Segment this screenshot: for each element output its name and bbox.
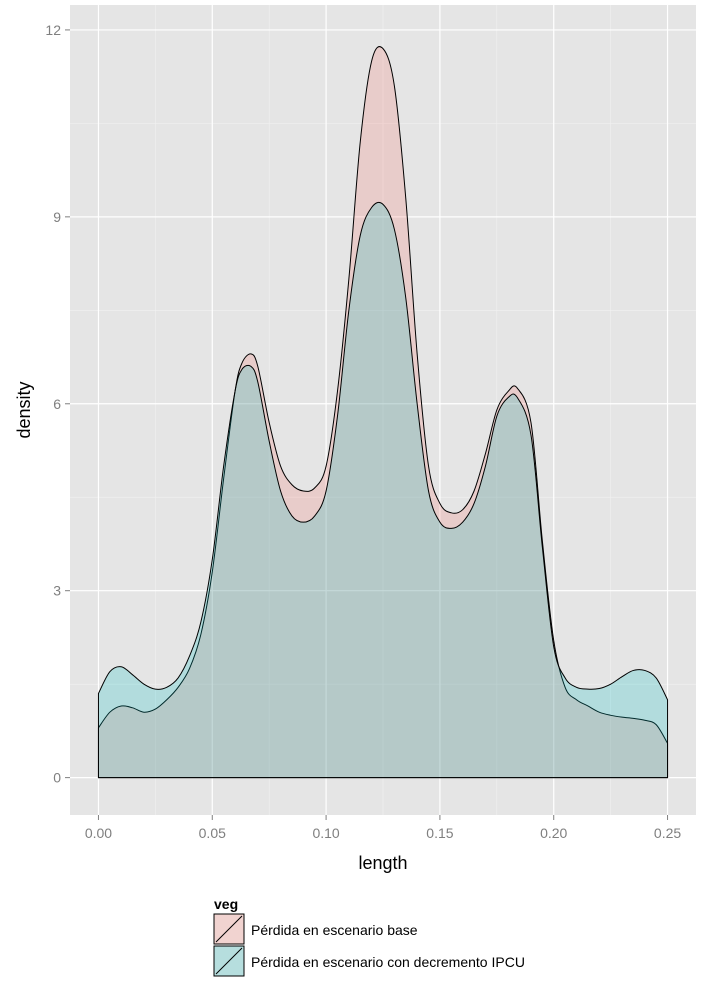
legend-title: veg: [214, 896, 238, 912]
legend-item-label: Pérdida en escenario base: [251, 922, 418, 938]
x-tick-label: 0.05: [199, 825, 226, 841]
legend-key-slash: [215, 947, 243, 975]
y-tick-label: 12: [45, 22, 61, 38]
y-tick-label: 0: [53, 770, 61, 786]
y-axis-title: density: [14, 381, 34, 438]
y-axis-ticks: 0 3 6 9 12: [45, 22, 70, 786]
legend: veg Pérdida en escenario base Pérdida en …: [213, 896, 525, 977]
y-tick-label: 3: [53, 583, 61, 599]
x-tick-label: 0.25: [654, 825, 681, 841]
x-axis-ticks: 0.00 0.05 0.10 0.15 0.20 0.25: [85, 815, 681, 841]
minor-gridlines: [70, 5, 696, 815]
x-tick-label: 0.20: [540, 825, 567, 841]
legend-key-slash: [215, 915, 243, 943]
x-tick-label: 0.10: [312, 825, 339, 841]
x-tick-label: 0.00: [85, 825, 112, 841]
x-axis-title: length: [358, 853, 407, 873]
legend-item-label: Pérdida en escenario con decremento IPCU: [251, 954, 525, 970]
density-areas: [97, 46, 669, 779]
y-tick-label: 6: [53, 396, 61, 412]
x-tick-label: 0.15: [426, 825, 453, 841]
density-area-series-1: [97, 46, 669, 779]
y-tick-label: 9: [53, 209, 61, 225]
density-area-series-2: [97, 201, 669, 779]
